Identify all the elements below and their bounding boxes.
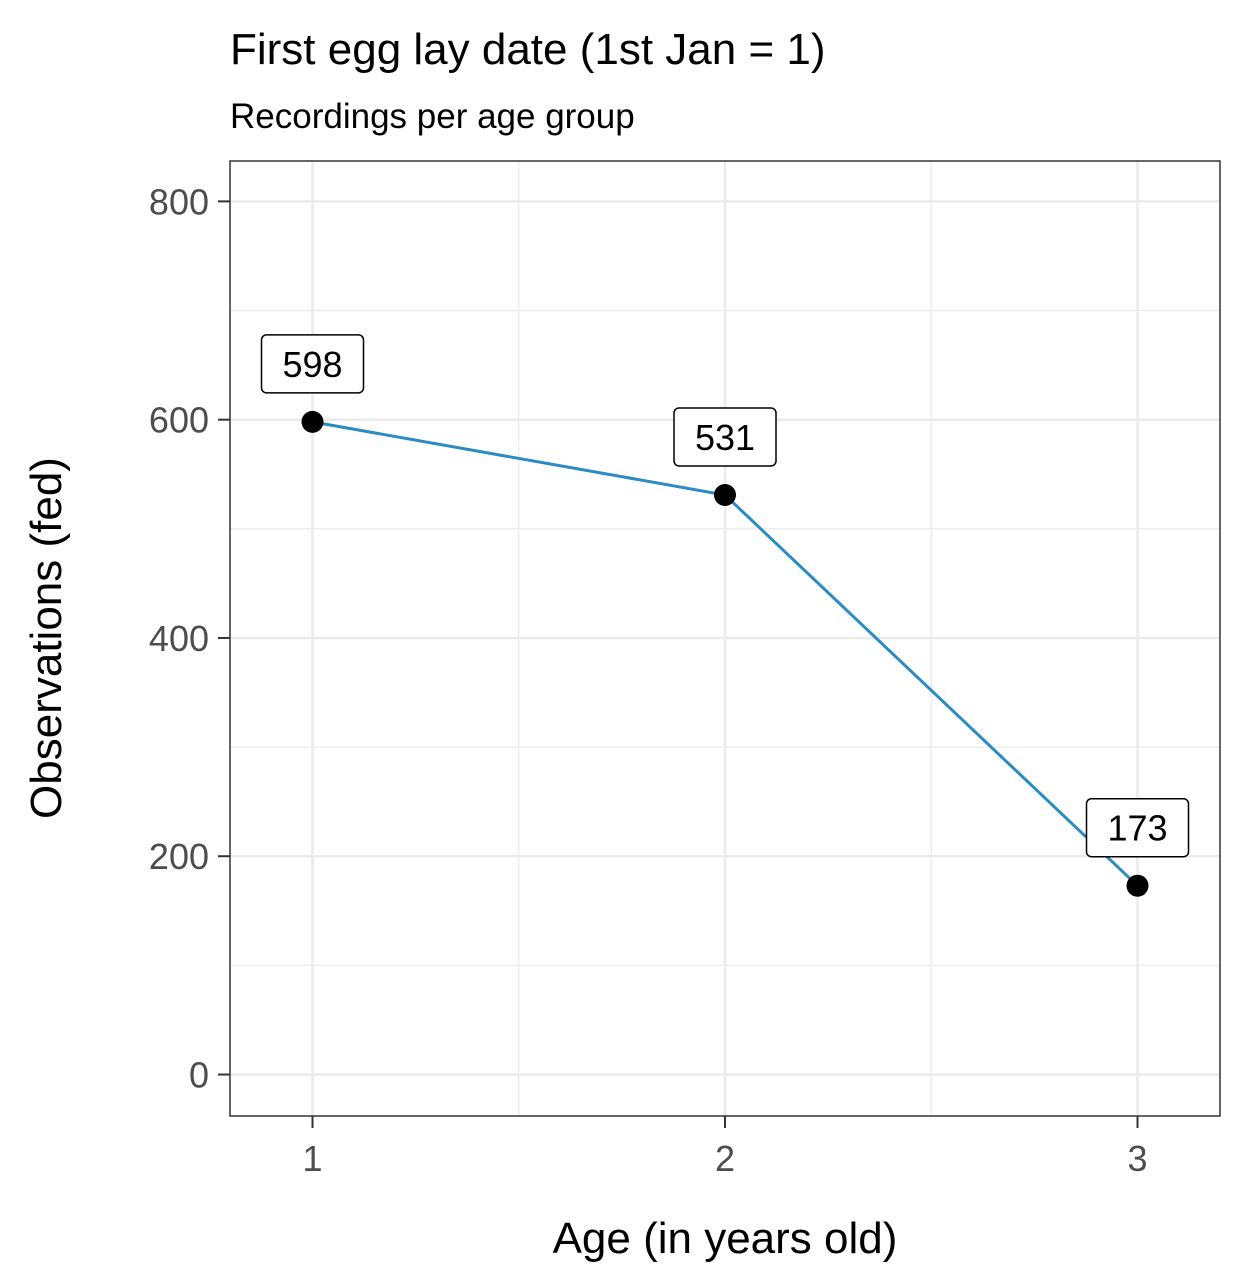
x-axis-title: Age (in years old)	[553, 1214, 898, 1263]
data-label-text: 173	[1107, 808, 1167, 849]
data-label: 598	[260, 334, 365, 394]
data-label: 531	[673, 407, 777, 467]
axes: 0 200 400 600 800 1 2 3	[149, 181, 1148, 1179]
y-tick-label: 200	[149, 836, 209, 877]
data-label-text: 598	[282, 344, 342, 385]
chart-subtitle: Recordings per age group	[230, 97, 635, 136]
data-label-box	[1085, 797, 1190, 858]
data-label-box	[673, 407, 777, 467]
y-axis-title: Observations (fed)	[22, 457, 71, 819]
data-label-text: 531	[695, 417, 755, 458]
x-tick-label: 1	[302, 1138, 322, 1179]
data-point	[714, 483, 736, 506]
y-tick-label: 600	[149, 400, 209, 441]
x-tick-label: 3	[1127, 1138, 1147, 1179]
y-tick-label: 800	[149, 181, 209, 222]
series-layer: 598 531 173	[260, 334, 1190, 897]
x-tick-label: 2	[715, 1138, 735, 1179]
data-point	[1126, 874, 1149, 897]
y-tick-label: 0	[189, 1055, 209, 1096]
data-label-box	[260, 334, 365, 394]
data-label: 173	[1085, 797, 1190, 858]
y-tick-label: 400	[149, 618, 209, 659]
data-point	[301, 410, 324, 433]
chart-title: First egg lay date (1st Jan = 1)	[230, 25, 826, 74]
